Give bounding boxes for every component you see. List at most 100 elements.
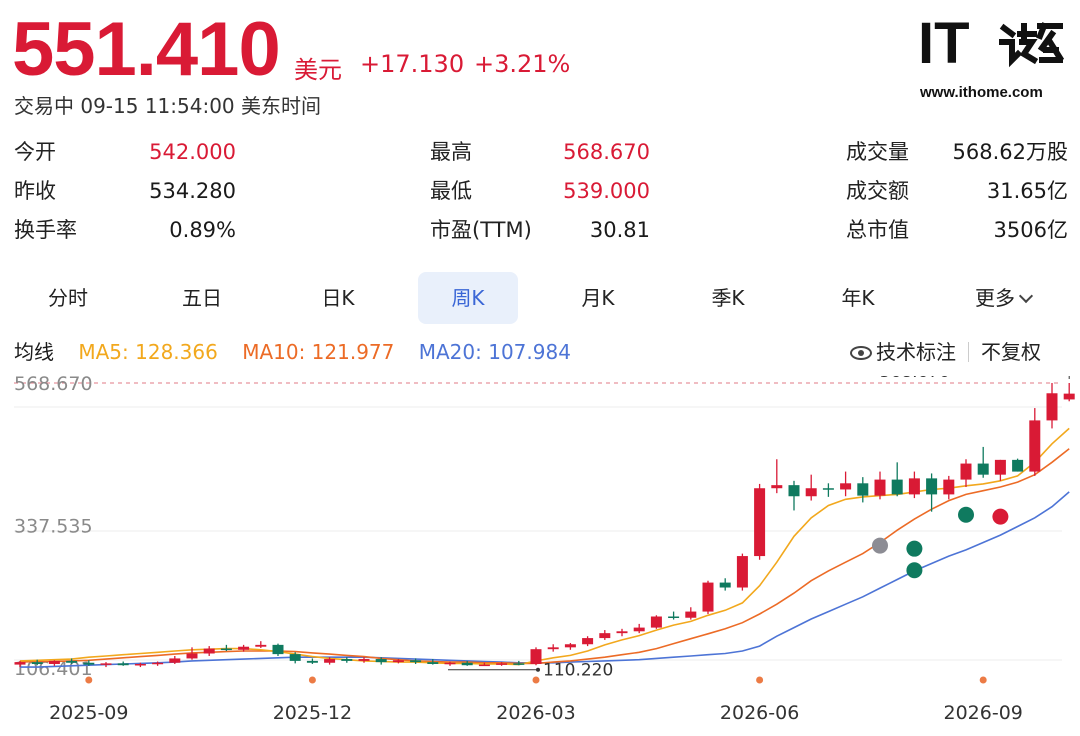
stat-market-cap-value: 3506亿	[993, 218, 1068, 242]
candle-body	[31, 662, 43, 664]
y-tick-label: 568.670	[14, 376, 93, 395]
toolbar-divider	[968, 342, 969, 362]
candle-body	[289, 654, 301, 661]
logo-url: www.ithome.com	[920, 84, 1043, 101]
stat-prev-close-label: 昨收	[14, 179, 56, 203]
candle-body	[822, 488, 834, 490]
candle-body	[272, 644, 284, 655]
weekly-k-chart[interactable]: 568.670337.535106.401568.670110.2202025-…	[0, 376, 1080, 736]
ma20-value: MA20: 107.984	[418, 340, 571, 364]
candle-body	[100, 663, 112, 665]
candle-body	[943, 479, 955, 495]
ma10-value: MA10: 121.977	[242, 340, 395, 364]
candle-body	[186, 653, 198, 659]
candle-body	[169, 658, 181, 663]
candle-body	[392, 660, 404, 663]
event-marker	[992, 508, 1009, 525]
event-marker	[872, 537, 888, 554]
stat-low-value: 539.000	[563, 179, 650, 203]
candle-body	[496, 663, 508, 665]
candle-body	[117, 663, 129, 666]
candle-body	[1012, 459, 1024, 472]
candle-body	[926, 478, 938, 495]
event-marker	[958, 506, 974, 523]
candle-body	[857, 483, 869, 496]
chart-toolbar: 技术标注 不复权	[850, 338, 1041, 366]
x-tick-label: 2026-03	[496, 702, 575, 724]
price-change-percent: +3.21%	[474, 50, 571, 78]
stat-market-cap-label: 总市值	[846, 218, 909, 242]
tab-quarterly-k[interactable]: 季K	[711, 286, 745, 310]
candle-body	[1063, 393, 1075, 400]
tab-intraday[interactable]: 分时	[48, 286, 88, 310]
trading-status: 交易中 09-15 11:54:00 美东时间	[14, 94, 322, 118]
candle-body	[736, 556, 748, 588]
tab-monthly-k[interactable]: 月K	[581, 286, 615, 310]
ma5-line	[19, 427, 1070, 666]
price-currency: 美元	[294, 56, 342, 84]
max-price-label: 568.670	[880, 376, 950, 382]
x-tick-dot	[756, 676, 764, 684]
stat-volume-value: 568.62万股	[952, 140, 1068, 164]
x-tick-dot	[85, 676, 93, 684]
chevron-down-icon	[1018, 288, 1034, 304]
candle-body	[702, 582, 714, 612]
candle-body	[719, 582, 731, 588]
price-adjust-toggle[interactable]: 不复权	[981, 340, 1041, 364]
candle-body	[771, 485, 783, 489]
candle-body	[650, 616, 662, 628]
min-price-label: 110.220	[543, 661, 613, 681]
candle-body	[582, 638, 594, 645]
candle-body	[513, 663, 525, 665]
stat-high-value: 568.670	[563, 140, 650, 164]
candle-body	[341, 659, 353, 661]
candle-body	[564, 644, 576, 648]
candle-body	[908, 478, 920, 495]
current-price: 551.410	[12, 7, 281, 92]
x-tick-label: 2025-12	[273, 702, 352, 724]
candle-body	[358, 659, 370, 661]
candle-body	[530, 649, 542, 664]
candle-body	[203, 648, 215, 654]
x-tick-label: 2025-09	[49, 702, 128, 724]
candle-body	[668, 616, 680, 618]
candle-body	[375, 659, 387, 663]
candle-body	[238, 646, 250, 650]
y-tick-label: 337.535	[14, 516, 93, 538]
tab-yearly-k[interactable]: 年K	[841, 286, 875, 310]
logo-brand: IT	[918, 11, 970, 76]
price-change: +17.130	[360, 50, 465, 78]
candle-body	[152, 662, 164, 665]
technical-annotation-toggle[interactable]: 技术标注	[850, 340, 956, 364]
candle-body	[874, 479, 886, 496]
tab-weekly-k[interactable]: 周K	[418, 272, 518, 324]
x-tick-dot	[308, 676, 316, 684]
tab-more[interactable]: 更多	[958, 272, 1048, 324]
candle-body	[14, 662, 26, 665]
logo-glyph-icon	[999, 22, 1065, 68]
candle-body	[805, 488, 817, 497]
candle-body	[547, 647, 559, 650]
stat-amount-value: 31.65亿	[986, 179, 1068, 203]
candle-body	[633, 627, 645, 632]
event-marker	[906, 562, 923, 579]
stat-turnover-rate-value: 0.89%	[169, 218, 236, 242]
candle-body	[891, 479, 903, 495]
candle-body	[83, 662, 95, 665]
stat-open-label: 今开	[14, 140, 56, 164]
candle-body	[977, 463, 989, 475]
technical-annotation-label: 技术标注	[876, 340, 956, 364]
stat-volume-label: 成交量	[846, 140, 909, 164]
candle-body	[616, 631, 628, 634]
candle-body	[1046, 393, 1058, 421]
ma-label: 均线	[14, 340, 54, 364]
x-tick-label: 2026-09	[944, 702, 1023, 724]
x-tick-label: 2026-06	[720, 702, 799, 724]
candle-body	[1029, 420, 1041, 472]
stat-open-value: 542.000	[149, 140, 236, 164]
tab-five-day[interactable]: 五日	[182, 286, 222, 310]
tab-daily-k[interactable]: 日K	[321, 286, 355, 310]
candle-body	[324, 659, 336, 663]
candle-body	[410, 660, 422, 663]
eye-icon	[850, 346, 872, 360]
